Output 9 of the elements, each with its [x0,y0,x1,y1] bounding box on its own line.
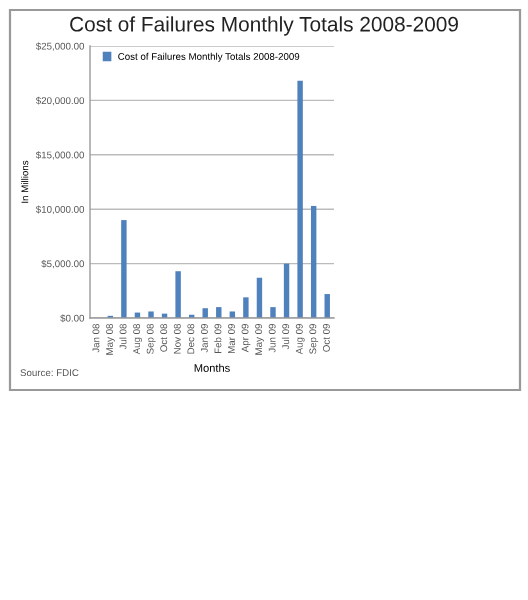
bar [175,271,181,318]
bar [121,220,127,318]
bar [148,311,154,318]
bar [297,80,303,318]
bar [270,307,276,318]
bar [310,205,317,318]
bar [243,297,249,318]
chart-title: Cost of Failures Monthly Totals 2008-2009 [70,16,458,36]
bar [283,263,290,318]
